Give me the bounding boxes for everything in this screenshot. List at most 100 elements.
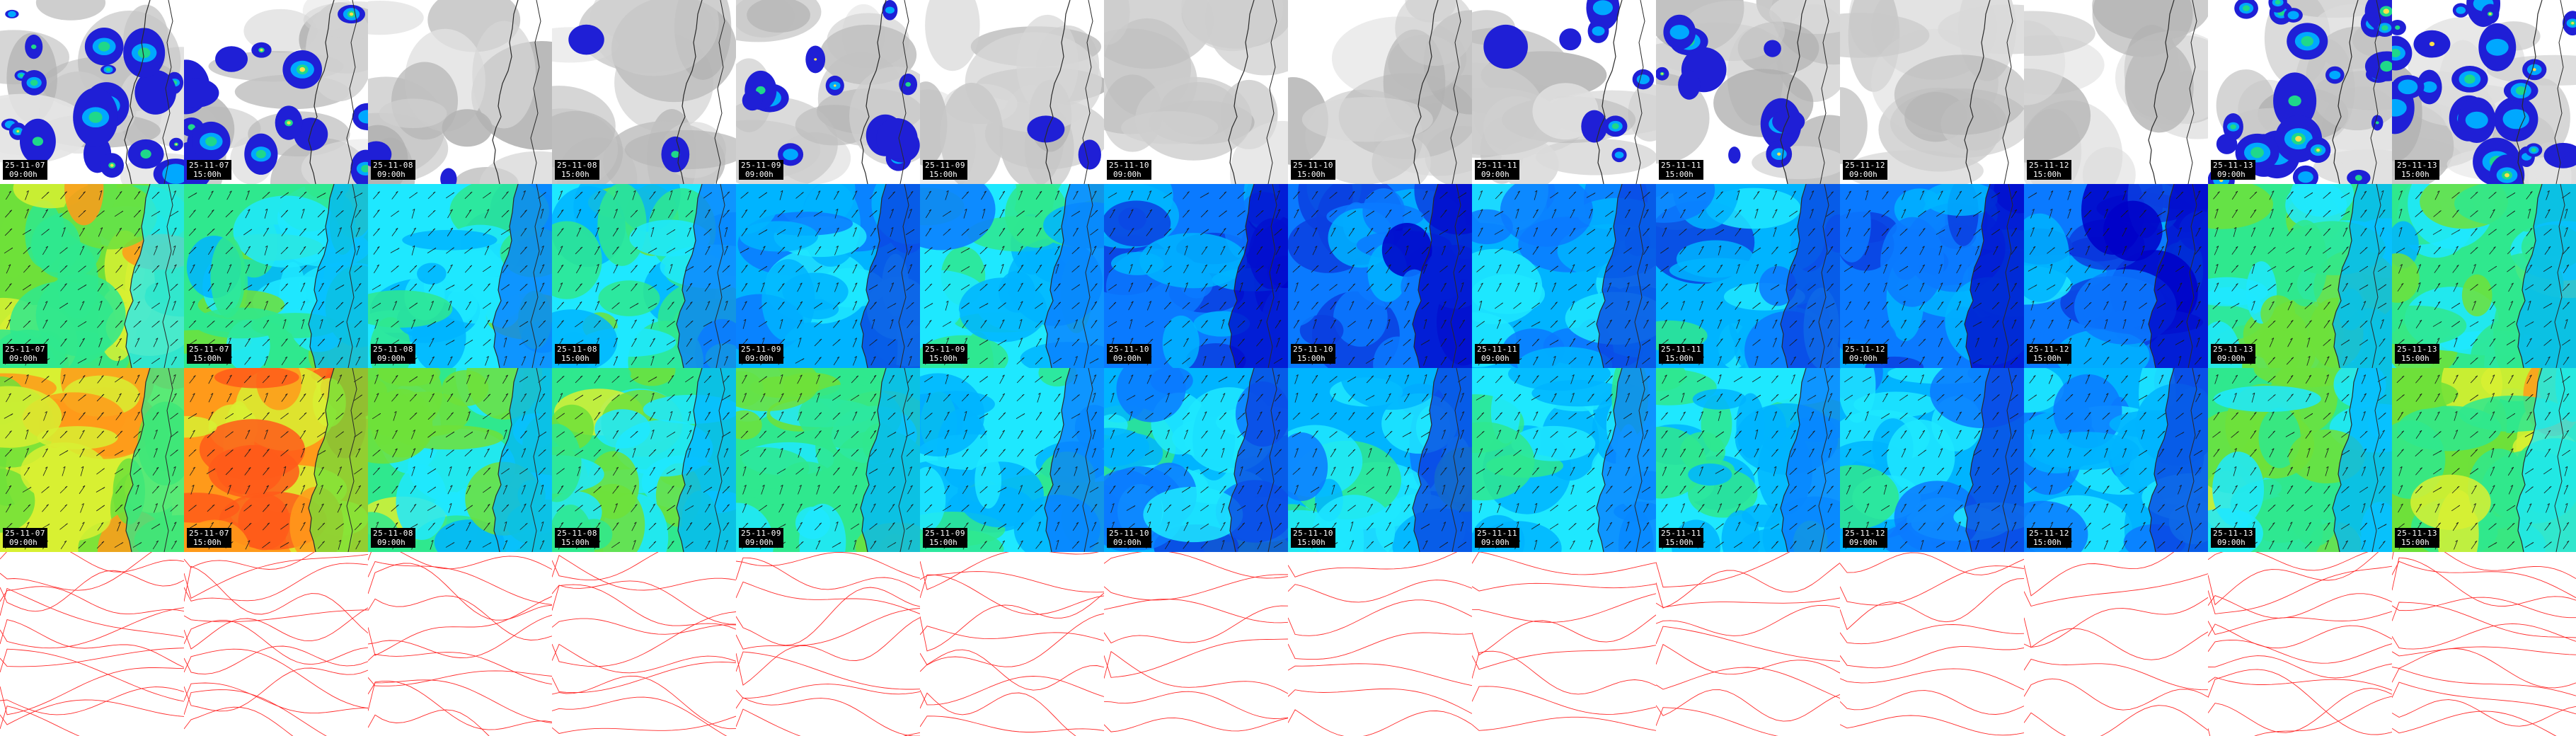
map-tile-pressure-0[interactable] (0, 552, 184, 736)
map-tile-precip-clouds-0[interactable]: 25-11-07 09:00h (0, 0, 184, 184)
coastline (492, 0, 519, 184)
map-tile-wind-10m-9[interactable]: 25-11-11 15:00h (1656, 184, 1840, 368)
timestamp-label: 25-11-11 15:00h (1659, 528, 1703, 548)
map-tile-wind-gust-0[interactable]: 25-11-07 09:00h (0, 368, 184, 552)
map-tile-precip-clouds-4[interactable]: 25-11-09 09:00h (736, 0, 920, 184)
map-tile-precip-clouds-10[interactable]: 25-11-12 09:00h (1840, 0, 2024, 184)
map-tile-wind-gust-2[interactable]: 25-11-08 09:00h (368, 368, 552, 552)
map-tile-precip-clouds-9[interactable]: 25-11-11 15:00h (1656, 0, 1840, 184)
timestamp-time: 09:00h (9, 354, 38, 363)
map-tile-wind-gust-11[interactable]: 25-11-12 15:00h (2024, 368, 2208, 552)
map-tile-wind-10m-0[interactable]: 25-11-07 09:00h (0, 184, 184, 368)
map-tile-wind-10m-3[interactable]: 25-11-08 15:00h (552, 184, 736, 368)
map-tile-wind-10m-4[interactable]: 25-11-09 09:00h (736, 184, 920, 368)
timestamp-label: 25-11-07 15:00h (187, 160, 231, 180)
map-tile-precip-clouds-2[interactable]: 25-11-08 09:00h (368, 0, 552, 184)
timestamp-label: 25-11-08 15:00h (555, 160, 599, 180)
timestamp-date: 25-11-10 (1109, 345, 1149, 354)
map-tile-wind-gust-10[interactable]: 25-11-12 09:00h (1840, 368, 2024, 552)
timestamp-label: 25-11-13 15:00h (2395, 344, 2439, 364)
pressure-map (2392, 552, 2576, 736)
map-tile-pressure-1[interactable] (184, 552, 368, 736)
map-tile-pressure-9[interactable] (1656, 552, 1840, 736)
map-tile-wind-gust-7[interactable]: 25-11-10 15:00h (1288, 368, 1472, 552)
map-tile-wind-10m-5[interactable]: 25-11-09 15:00h (920, 184, 1104, 368)
coastline (124, 184, 151, 368)
map-tile-precip-clouds-1[interactable]: 25-11-07 15:00h (184, 0, 368, 184)
border-line (1266, 184, 1277, 368)
pressure-map (1656, 552, 1840, 736)
map-tile-precip-clouds-3[interactable]: 25-11-08 15:00h (552, 0, 736, 184)
border-line (898, 0, 909, 184)
map-tile-wind-gust-1[interactable]: 25-11-07 15:00h (184, 368, 368, 552)
map-tile-wind-10m-10[interactable]: 25-11-12 09:00h (1840, 184, 2024, 368)
timestamp-label: 25-11-08 09:00h (371, 528, 415, 548)
isobars (1104, 552, 1288, 732)
map-tile-wind-gust-12[interactable]: 25-11-13 09:00h (2208, 368, 2392, 552)
timestamp-label: 25-11-10 09:00h (1107, 528, 1151, 548)
map-tile-wind-10m-8[interactable]: 25-11-11 09:00h (1472, 184, 1656, 368)
map-tile-wind-gust-3[interactable]: 25-11-08 15:00h (552, 368, 736, 552)
map-tile-wind-gust-6[interactable]: 25-11-10 09:00h (1104, 368, 1288, 552)
map-tile-precip-clouds-8[interactable]: 25-11-11 09:00h (1472, 0, 1656, 184)
map-tile-pressure-13[interactable] (2392, 552, 2576, 736)
border-line (714, 0, 725, 184)
map-tile-precip-clouds-13[interactable]: 25-11-13 15:00h (2392, 0, 2576, 184)
precip-clouds-map (2024, 0, 2208, 184)
map-tile-pressure-2[interactable] (368, 552, 552, 736)
coastline (1780, 0, 1807, 184)
coastline (2516, 368, 2543, 552)
map-tile-pressure-5[interactable] (920, 552, 1104, 736)
timestamp-time: 15:00h (561, 538, 590, 547)
map-tile-precip-clouds-6[interactable]: 25-11-10 09:00h (1104, 0, 1288, 184)
map-tile-wind-gust-4[interactable]: 25-11-09 09:00h (736, 368, 920, 552)
timestamp-date: 25-11-12 (1845, 345, 1885, 354)
coastline (2148, 184, 2175, 368)
map-tile-wind-gust-13[interactable]: 25-11-13 15:00h (2392, 368, 2576, 552)
timestamp-date: 25-11-11 (1661, 529, 1701, 538)
map-tile-pressure-4[interactable] (736, 552, 920, 736)
map-tile-pressure-10[interactable] (1840, 552, 2024, 736)
map-tile-wind-10m-1[interactable]: 25-11-07 15:00h (184, 184, 368, 368)
timestamp-label: 25-11-08 15:00h (555, 528, 599, 548)
map-tile-wind-10m-2[interactable]: 25-11-08 09:00h (368, 184, 552, 368)
map-tile-precip-clouds-11[interactable]: 25-11-12 15:00h (2024, 0, 2208, 184)
wind-barbs (1292, 190, 1467, 366)
timestamp-time: 15:00h (2033, 170, 2062, 179)
map-tile-wind-10m-6[interactable]: 25-11-10 09:00h (1104, 184, 1288, 368)
timestamp-date: 25-11-07 (5, 529, 45, 538)
border-line (1450, 368, 1461, 552)
timestamp-date: 25-11-08 (373, 161, 413, 170)
border-line (2370, 0, 2381, 184)
map-tile-pressure-11[interactable] (2024, 552, 2208, 736)
map-tile-wind-10m-13[interactable]: 25-11-13 15:00h (2392, 184, 2576, 368)
timestamp-date: 25-11-10 (1109, 161, 1149, 170)
map-tile-wind-10m-11[interactable]: 25-11-12 15:00h (2024, 184, 2208, 368)
coastline (1044, 0, 1071, 184)
timestamp-label: 25-11-09 09:00h (739, 344, 783, 364)
map-tile-pressure-3[interactable] (552, 552, 736, 736)
map-tile-pressure-7[interactable] (1288, 552, 1472, 736)
map-tile-wind-10m-7[interactable]: 25-11-10 15:00h (1288, 184, 1472, 368)
timestamp-time: 15:00h (2401, 538, 2430, 547)
map-tile-wind-10m-12[interactable]: 25-11-13 09:00h (2208, 184, 2392, 368)
isobars (0, 552, 184, 736)
coastline (124, 0, 151, 184)
timestamp-date: 25-11-10 (1293, 529, 1333, 538)
timestamp-time: 09:00h (2217, 538, 2246, 547)
map-tile-precip-clouds-7[interactable]: 25-11-10 15:00h (1288, 0, 1472, 184)
timestamp-date: 25-11-13 (2213, 161, 2253, 170)
map-tile-precip-clouds-12[interactable]: 25-11-13 09:00h (2208, 0, 2392, 184)
timestamp-label: 25-11-07 09:00h (3, 160, 47, 180)
map-tile-precip-clouds-5[interactable]: 25-11-09 15:00h (920, 0, 1104, 184)
coastline (1044, 184, 1071, 368)
map-tile-wind-gust-5[interactable]: 25-11-09 15:00h (920, 368, 1104, 552)
map-tile-wind-gust-8[interactable]: 25-11-11 09:00h (1472, 368, 1656, 552)
wind-10m-map (1104, 184, 1288, 368)
map-tile-pressure-12[interactable] (2208, 552, 2392, 736)
coastline (2332, 184, 2359, 368)
map-tile-pressure-6[interactable] (1104, 552, 1288, 736)
map-tile-pressure-8[interactable] (1472, 552, 1656, 736)
map-tile-wind-gust-9[interactable]: 25-11-11 15:00h (1656, 368, 1840, 552)
border-line (162, 184, 173, 368)
